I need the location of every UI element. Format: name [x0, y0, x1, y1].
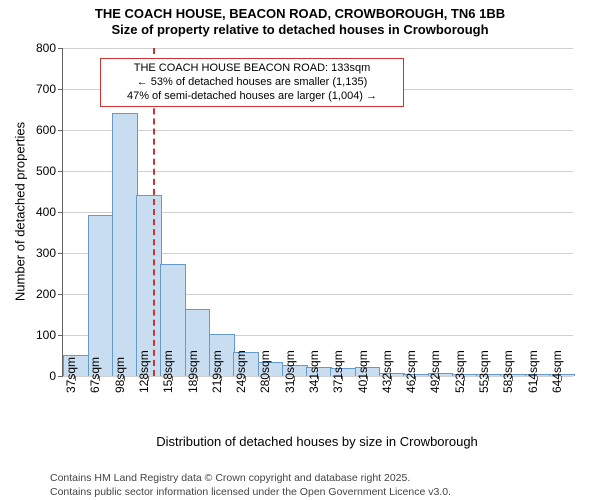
grid-line [63, 171, 573, 172]
footer-line-2: Contains public sector information licen… [50, 486, 451, 500]
footer-line-1: Contains HM Land Registry data © Crown c… [50, 472, 451, 486]
x-axis-label: Distribution of detached houses by size … [62, 434, 572, 449]
y-tick-label: 200 [0, 287, 56, 301]
chart-container: THE COACH HOUSE, BEACON ROAD, CROWBOROUG… [0, 0, 600, 500]
footer-attribution: Contains HM Land Registry data © Crown c… [50, 472, 451, 499]
y-tick-label: 400 [0, 205, 56, 219]
y-tick-label: 300 [0, 246, 56, 260]
annotation-line-1: THE COACH HOUSE BEACON ROAD: 133sqm [107, 62, 397, 76]
histogram-bar [112, 113, 138, 376]
title-line-2: Size of property relative to detached ho… [0, 22, 600, 38]
y-tick-mark [58, 335, 63, 336]
y-tick-label: 600 [0, 123, 56, 137]
y-tick-label: 700 [0, 82, 56, 96]
annotation-box: THE COACH HOUSE BEACON ROAD: 133sqm ← 53… [100, 58, 404, 107]
annotation-line-2: ← 53% of detached houses are smaller (1,… [107, 76, 397, 90]
y-tick-mark [58, 376, 63, 377]
annotation-line-3: 47% of semi-detached houses are larger (… [107, 90, 397, 104]
y-tick-label: 800 [0, 41, 56, 55]
y-tick-mark [58, 253, 63, 254]
title-line-1: THE COACH HOUSE, BEACON ROAD, CROWBOROUG… [0, 6, 600, 22]
grid-line [63, 130, 573, 131]
grid-line [63, 48, 573, 49]
y-tick-mark [58, 130, 63, 131]
y-tick-mark [58, 89, 63, 90]
histogram-bar [136, 195, 162, 376]
y-tick-label: 100 [0, 328, 56, 342]
y-tick-mark [58, 171, 63, 172]
chart-title: THE COACH HOUSE, BEACON ROAD, CROWBOROUG… [0, 0, 600, 37]
y-tick-label: 0 [0, 369, 56, 383]
y-tick-label: 500 [0, 164, 56, 178]
y-tick-mark [58, 48, 63, 49]
histogram-bar [88, 215, 114, 376]
y-tick-mark [58, 294, 63, 295]
y-tick-mark [58, 212, 63, 213]
